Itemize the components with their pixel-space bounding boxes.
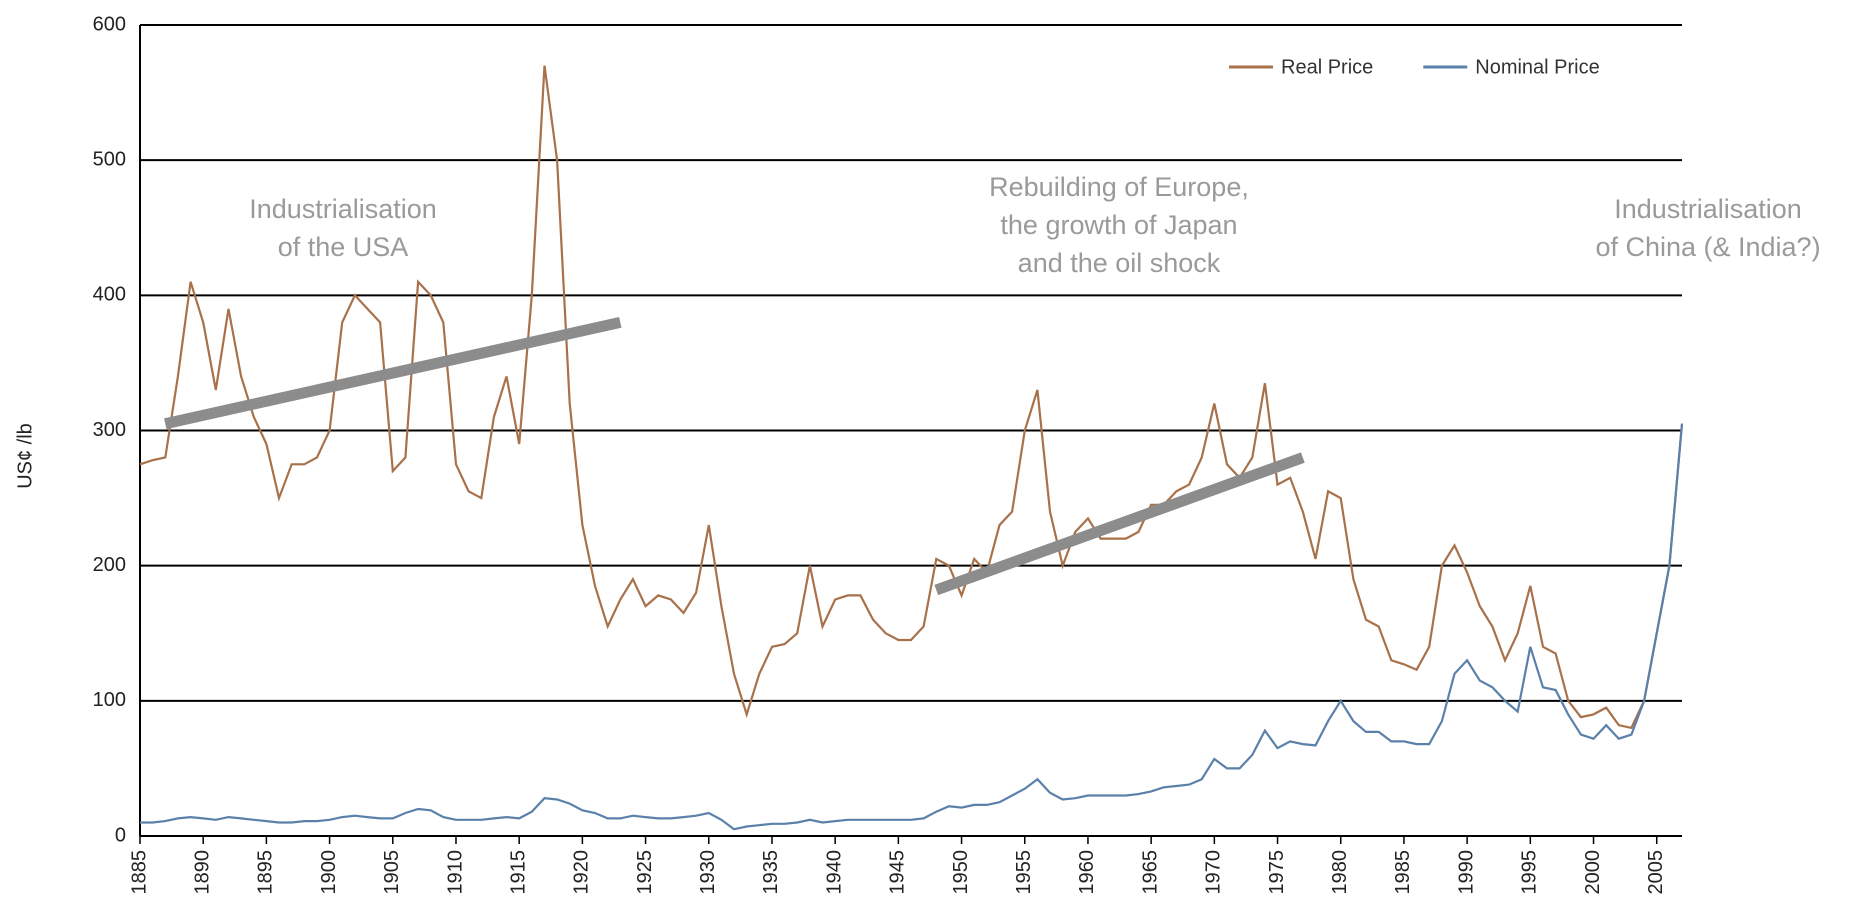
annotation-line: Industrialisation xyxy=(1614,194,1802,224)
y-tick-label: 100 xyxy=(93,689,126,711)
y-tick-label: 300 xyxy=(93,419,126,441)
trend-line xyxy=(164,316,622,430)
x-tick-label: 1990 xyxy=(1455,850,1477,895)
y-tick-label: 200 xyxy=(93,554,126,576)
x-tick-label: 1940 xyxy=(823,850,845,895)
series-line xyxy=(139,65,1684,730)
annotation-line: of China (& India?) xyxy=(1595,232,1820,262)
x-tick-label: 1980 xyxy=(1329,850,1351,895)
x-tick-label: 1900 xyxy=(318,850,340,895)
x-tick-label: 1920 xyxy=(571,850,593,895)
x-tick-label: 1935 xyxy=(760,850,782,895)
x-tick-label: 1950 xyxy=(950,850,972,895)
x-tick-label: 1985 xyxy=(1392,850,1414,895)
legend: Real Price Nominal Price xyxy=(1229,56,1600,78)
trend-line xyxy=(934,452,1305,596)
x-tick-label: 1910 xyxy=(444,850,466,895)
annotation-line: and the oil shock xyxy=(1018,248,1221,278)
x-tick-label: 1995 xyxy=(1519,850,1541,895)
annotation: Industrialisation of the USA xyxy=(249,194,437,262)
x-tick-label: 1930 xyxy=(697,850,719,895)
x-tick-label: 1885 xyxy=(128,850,150,895)
y-tick-label: 600 xyxy=(93,13,126,35)
x-tick-label: 1915 xyxy=(507,850,529,895)
x-tick-label: 1905 xyxy=(381,850,403,895)
series-line xyxy=(140,423,1684,831)
y-tick-label: 500 xyxy=(93,148,126,170)
x-tick-label: 1890 xyxy=(191,850,213,895)
annotation-line: Industrialisation xyxy=(249,194,437,224)
annotation: Industrialisation of China (& India?) xyxy=(1595,194,1820,262)
x-tick-label: 2000 xyxy=(1582,850,1604,895)
annotation: Rebuilding of Europe, the growth of Japa… xyxy=(989,172,1249,278)
y-axis-label: US¢ /lb xyxy=(14,423,36,489)
legend-label: Nominal Price xyxy=(1475,56,1599,78)
x-tick-label: 2005 xyxy=(1645,850,1667,895)
x-tick-label: 1970 xyxy=(1203,850,1225,895)
x-tick-label: 1960 xyxy=(1076,850,1098,895)
x-tick-label: 1925 xyxy=(634,850,656,895)
x-tick-label: 1955 xyxy=(1013,850,1035,895)
x-tick-label: 1965 xyxy=(1139,850,1161,895)
x-tick-label: 1975 xyxy=(1266,850,1288,895)
annotation-line: Rebuilding of Europe, xyxy=(989,172,1249,202)
legend-label: Real Price xyxy=(1281,56,1373,78)
y-tick-label: 400 xyxy=(93,284,126,306)
x-tick-label: 1895 xyxy=(255,850,277,895)
y-tick-label: 0 xyxy=(115,824,126,846)
annotation-line: the growth of Japan xyxy=(1000,210,1237,240)
x-tick-label: 1945 xyxy=(887,850,909,895)
annotation-line: of the USA xyxy=(278,232,409,262)
